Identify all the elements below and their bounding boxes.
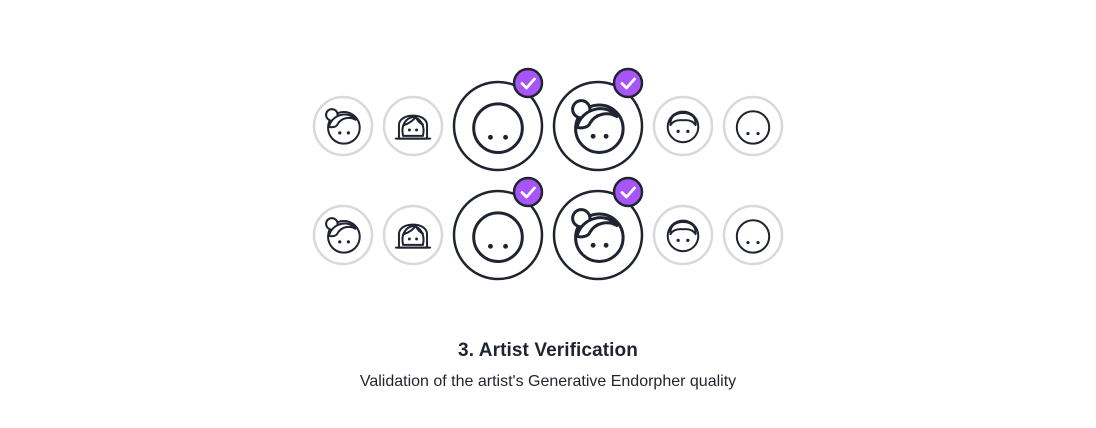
avatar — [552, 176, 644, 281]
girl-long-hair-avatar-icon — [394, 223, 432, 249]
avatar — [382, 204, 444, 266]
boy-buzzcut-avatar-icon — [472, 211, 524, 263]
boy-buzzcut-avatar-icon — [735, 110, 771, 145]
boy-short-hair-avatar-icon — [666, 110, 700, 144]
verified-check-icon — [612, 67, 644, 99]
avatar — [312, 95, 374, 157]
avatar — [552, 67, 644, 172]
verified-check-icon — [512, 67, 544, 99]
avatar — [722, 95, 784, 157]
avatar — [652, 204, 714, 266]
avatar — [452, 176, 544, 281]
avatar — [722, 204, 784, 266]
girl-bun-avatar-icon — [571, 99, 625, 154]
girl-bun-avatar-icon — [325, 217, 361, 254]
boy-buzzcut-avatar-icon — [735, 219, 771, 254]
girl-bun-avatar-icon — [325, 108, 361, 145]
avatar — [382, 95, 444, 157]
avatar — [312, 204, 374, 266]
boy-short-hair-avatar-icon — [666, 219, 700, 253]
avatar-grid — [312, 67, 784, 281]
girl-long-hair-avatar-icon — [394, 114, 432, 140]
avatar — [652, 95, 714, 157]
step-description: Validation of the artist's Generative En… — [359, 373, 737, 390]
verified-check-icon — [512, 176, 544, 208]
verified-check-icon — [612, 176, 644, 208]
step-title: 3. Artist Verification — [458, 340, 638, 361]
girl-bun-avatar-icon — [571, 208, 625, 263]
boy-buzzcut-avatar-icon — [472, 102, 524, 154]
avatar — [452, 67, 544, 172]
